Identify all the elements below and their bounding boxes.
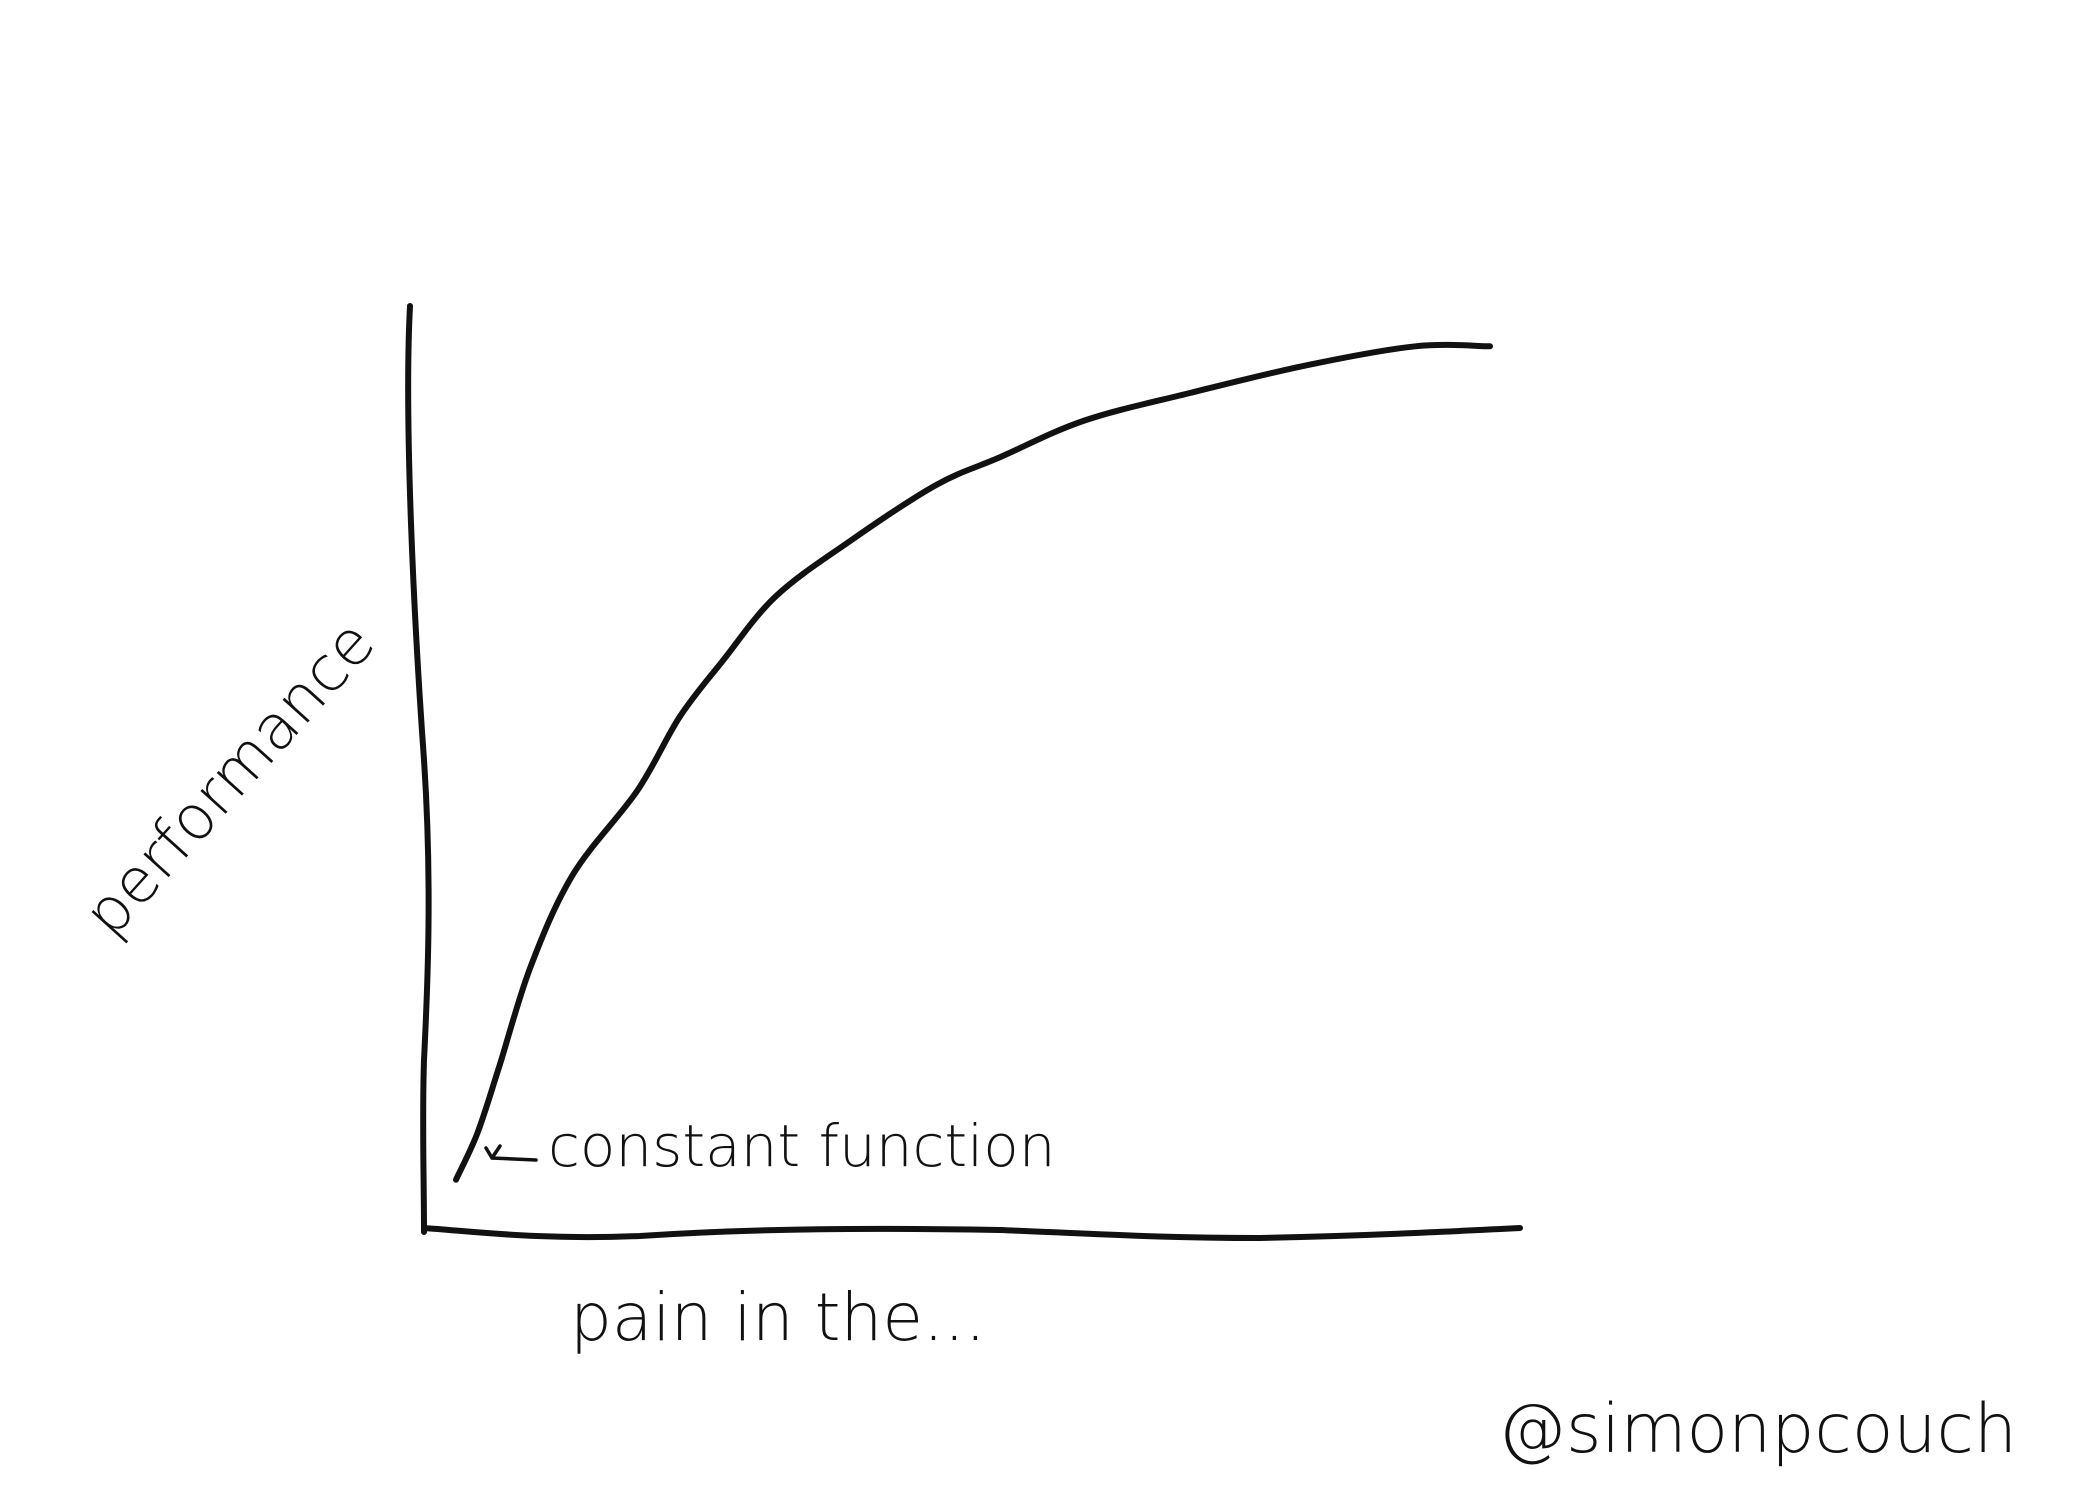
series-line [453,341,1493,1183]
x-axis [421,1225,1523,1242]
y-axis [405,303,432,1235]
x-axis-label: pain in the... [570,1279,986,1356]
y-axis-label: performance [69,606,389,950]
annotation-arrow-icon [484,1144,538,1162]
annotation-text: constant function [548,1112,1056,1180]
annotation-constant-function: constant function [484,1112,1056,1180]
author-signature: @simonpcouch [1498,1390,2017,1469]
